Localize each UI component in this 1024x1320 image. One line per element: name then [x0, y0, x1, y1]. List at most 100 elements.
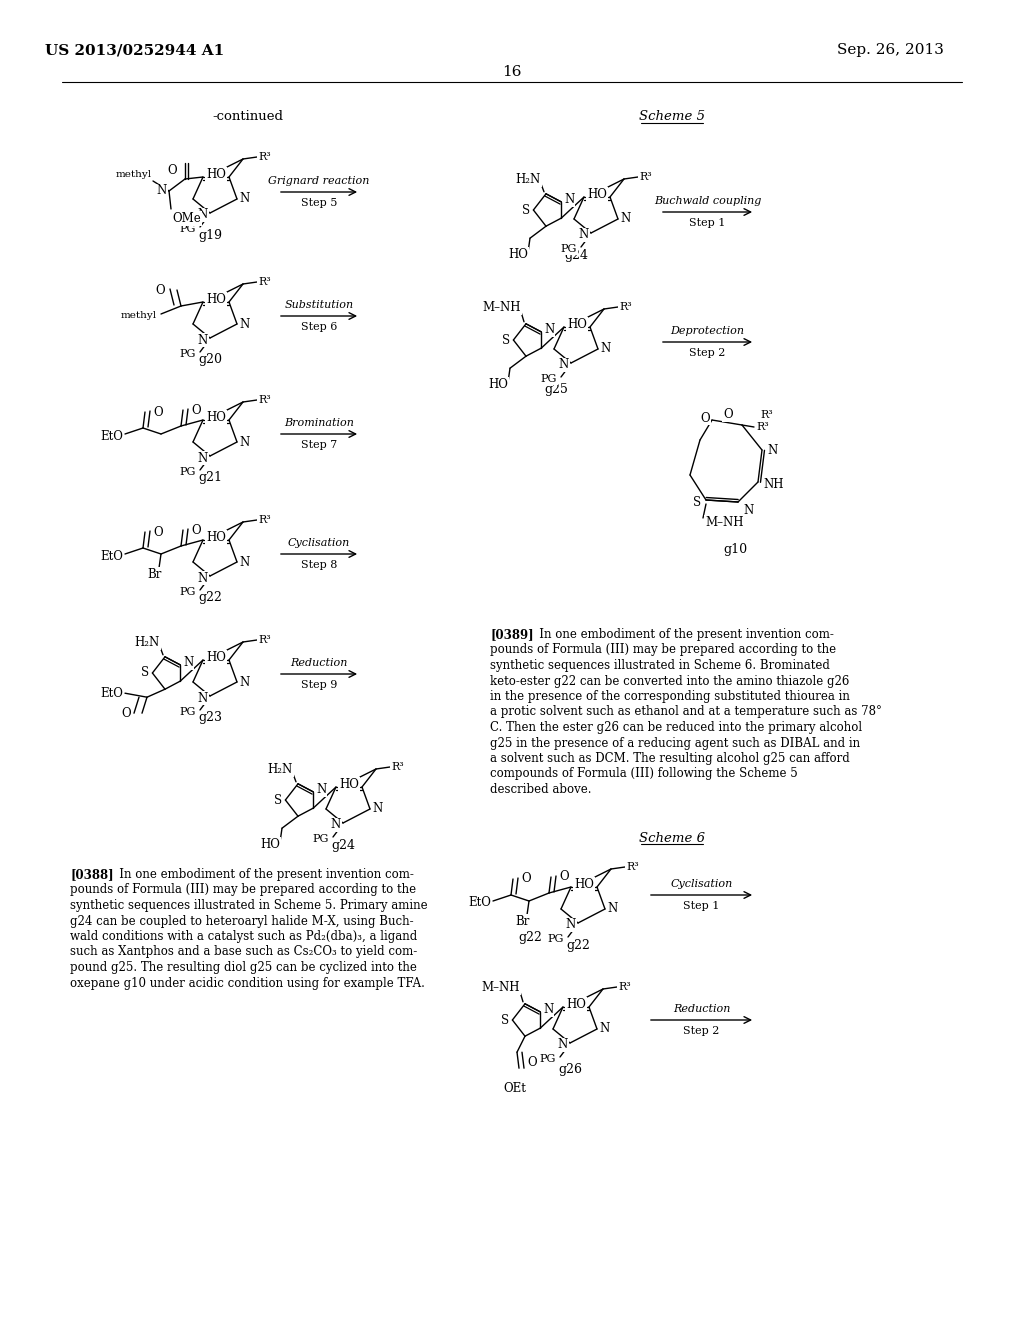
Text: Step 6: Step 6	[301, 322, 337, 333]
Text: synthetic sequences illustrated in Scheme 5. Primary amine: synthetic sequences illustrated in Schem…	[70, 899, 428, 912]
Text: PG: PG	[179, 587, 196, 597]
Text: EtO: EtO	[100, 686, 123, 700]
Text: H₂N: H₂N	[267, 763, 293, 776]
Text: Sep. 26, 2013: Sep. 26, 2013	[837, 44, 943, 57]
Text: N: N	[565, 919, 575, 932]
Text: [0388]: [0388]	[70, 869, 114, 880]
Text: Step 5: Step 5	[301, 198, 337, 209]
Text: PG: PG	[179, 467, 196, 477]
Text: S: S	[503, 334, 510, 346]
Text: C. Then the ester g26 can be reduced into the primary alcohol: C. Then the ester g26 can be reduced int…	[490, 721, 862, 734]
Text: O: O	[521, 873, 530, 886]
Text: O: O	[559, 870, 568, 883]
Text: S: S	[141, 667, 150, 680]
Text: HO: HO	[206, 168, 226, 181]
Text: Step 1: Step 1	[683, 902, 720, 911]
Text: HO: HO	[508, 248, 528, 261]
Text: N: N	[372, 803, 382, 816]
Text: synthetic sequences illustrated in Scheme 6. Brominated: synthetic sequences illustrated in Schem…	[490, 659, 829, 672]
Text: Substitution: Substitution	[285, 300, 353, 310]
Text: R³: R³	[626, 862, 639, 873]
Text: N: N	[239, 193, 249, 206]
Text: M–NH: M–NH	[482, 301, 521, 314]
Text: HO: HO	[339, 777, 359, 791]
Text: in the presence of the corresponding substituted thiourea in: in the presence of the corresponding sub…	[490, 690, 850, 704]
Text: Step 7: Step 7	[301, 440, 337, 450]
Text: Scheme 5: Scheme 5	[639, 111, 705, 124]
Text: such as Xantphos and a base such as Cs₂CO₃ to yield com-: such as Xantphos and a base such as Cs₂C…	[70, 945, 417, 958]
Text: HO: HO	[574, 878, 594, 891]
Text: R³: R³	[756, 422, 769, 432]
Text: PG: PG	[179, 708, 196, 717]
Text: g19: g19	[198, 228, 222, 242]
Text: Br: Br	[147, 568, 162, 581]
Text: N: N	[239, 676, 249, 689]
Text: OMe: OMe	[172, 213, 201, 224]
Text: g22: g22	[198, 591, 222, 605]
Text: O: O	[191, 524, 201, 536]
Text: Grignard reaction: Grignard reaction	[268, 176, 370, 186]
Text: Scheme 6: Scheme 6	[639, 832, 705, 845]
Text: N: N	[183, 656, 194, 669]
Text: g24: g24	[564, 248, 588, 261]
Text: N: N	[239, 556, 249, 569]
Text: N: N	[558, 1039, 568, 1052]
Text: O: O	[723, 408, 733, 421]
Text: g22: g22	[566, 939, 590, 952]
Text: In one embodiment of the present invention com-: In one embodiment of the present inventi…	[108, 869, 414, 880]
Text: R³: R³	[760, 411, 773, 420]
Text: N: N	[316, 783, 327, 796]
Text: HO: HO	[260, 838, 280, 851]
Text: g25: g25	[544, 384, 568, 396]
Text: pounds of Formula (III) may be prepared according to the: pounds of Formula (III) may be prepared …	[70, 883, 416, 896]
Text: g26: g26	[558, 1064, 582, 1077]
Text: N: N	[331, 818, 341, 832]
Text: NH: NH	[763, 478, 783, 491]
Text: Bromination: Bromination	[284, 418, 354, 428]
Text: EtO: EtO	[100, 549, 123, 562]
Text: methyl: methyl	[116, 170, 152, 180]
Text: HO: HO	[206, 531, 226, 544]
Text: Cyclisation: Cyclisation	[671, 879, 732, 888]
Text: g24 can be coupled to heteroaryl halide M-X, using Buch-: g24 can be coupled to heteroaryl halide …	[70, 915, 414, 928]
Text: N: N	[198, 572, 208, 585]
Text: HO: HO	[587, 187, 607, 201]
Text: N: N	[157, 185, 167, 198]
Text: M–NH: M–NH	[481, 981, 520, 994]
Text: O: O	[700, 412, 710, 425]
Text: R³: R³	[258, 277, 270, 286]
Text: R³: R³	[258, 635, 270, 645]
Text: keto-ester g22 can be converted into the amino thiazole g26: keto-ester g22 can be converted into the…	[490, 675, 849, 688]
Text: Step 1: Step 1	[689, 218, 726, 228]
Text: N: N	[198, 334, 208, 346]
Text: -continued: -continued	[213, 111, 284, 124]
Text: O: O	[167, 165, 177, 177]
Text: compounds of Formula (III) following the Scheme 5: compounds of Formula (III) following the…	[490, 767, 798, 780]
Text: Cyclisation: Cyclisation	[288, 539, 350, 548]
Text: N: N	[545, 323, 555, 337]
Text: EtO: EtO	[468, 896, 490, 909]
Text: Br: Br	[516, 915, 530, 928]
Text: a solvent such as DCM. The resulting alcohol g25 can afford: a solvent such as DCM. The resulting alc…	[490, 752, 850, 766]
Text: Reduction: Reduction	[291, 657, 348, 668]
Text: N: N	[743, 503, 754, 516]
Text: Deprotection: Deprotection	[671, 326, 744, 337]
Text: g10: g10	[723, 544, 748, 557]
Text: methyl: methyl	[121, 312, 157, 321]
Text: PG: PG	[560, 244, 577, 253]
Text: [0389]: [0389]	[490, 628, 534, 642]
Text: N: N	[198, 451, 208, 465]
Text: O: O	[156, 284, 165, 297]
Text: wald conditions with a catalyst such as Pd₂(dba)₃, a ligand: wald conditions with a catalyst such as …	[70, 931, 417, 942]
Text: N: N	[239, 436, 249, 449]
Text: a protic solvent such as ethanol and at a temperature such as 78°: a protic solvent such as ethanol and at …	[490, 705, 882, 718]
Text: PG: PG	[179, 348, 196, 359]
Text: O: O	[153, 525, 163, 539]
Text: EtO: EtO	[100, 429, 123, 442]
Text: O: O	[191, 404, 201, 417]
Text: N: N	[564, 194, 574, 206]
Text: PG: PG	[179, 224, 196, 234]
Text: H₂N: H₂N	[135, 636, 160, 649]
Text: N: N	[198, 209, 208, 222]
Text: R³: R³	[639, 172, 651, 182]
